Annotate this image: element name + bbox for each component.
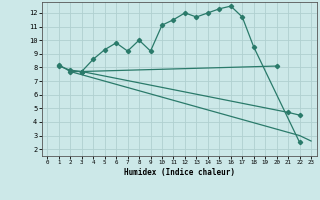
X-axis label: Humidex (Indice chaleur): Humidex (Indice chaleur) bbox=[124, 168, 235, 177]
